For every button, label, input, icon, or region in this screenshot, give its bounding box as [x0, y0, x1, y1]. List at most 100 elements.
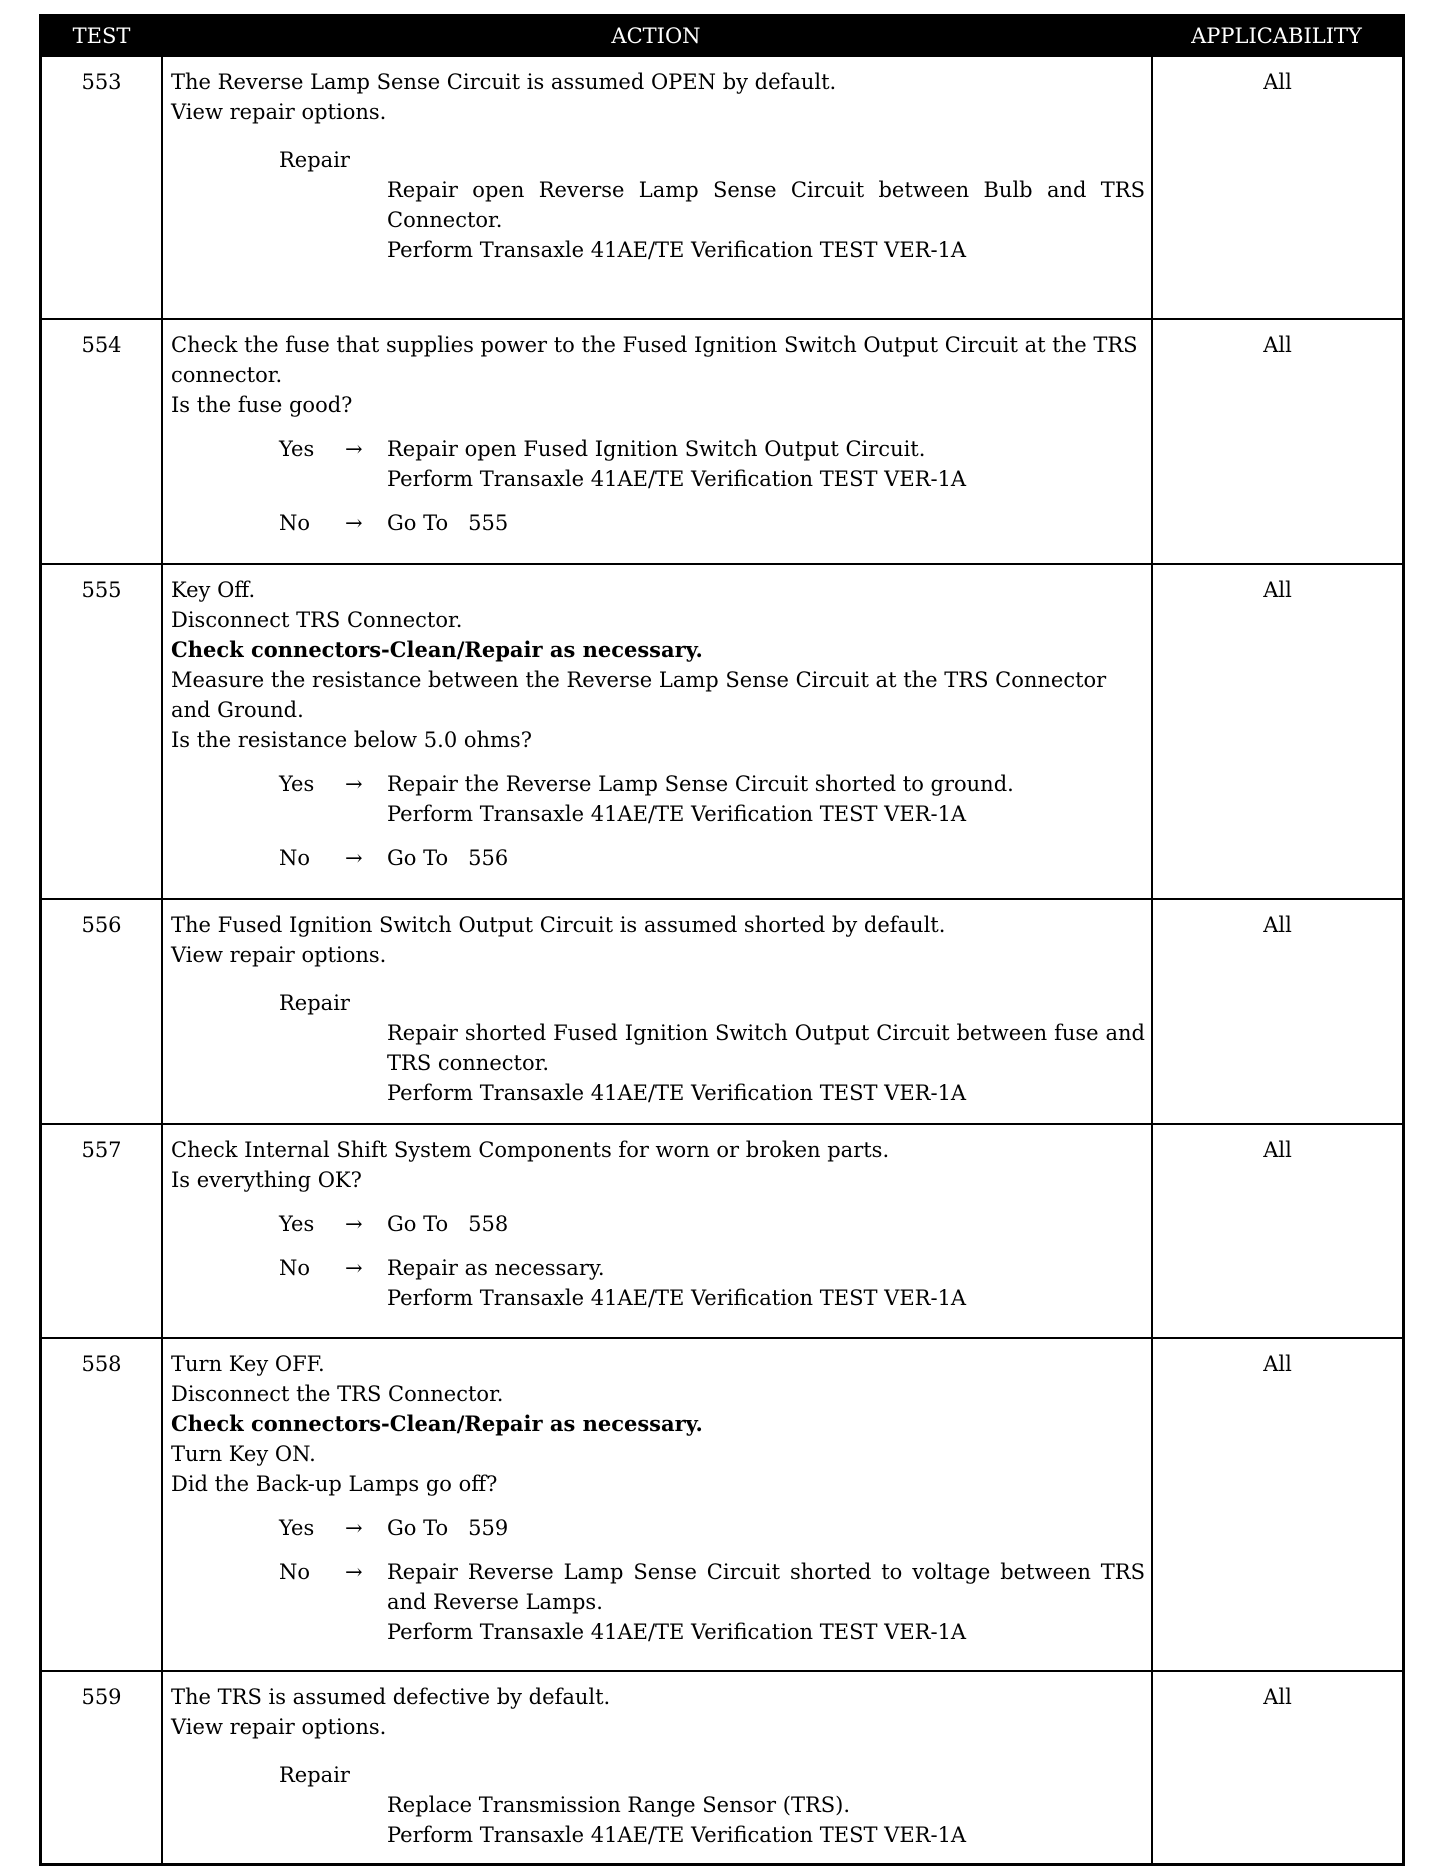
answer-text: Repair as necessary. — [387, 1256, 605, 1280]
action-line: Disconnect TRS Connector. — [171, 608, 463, 632]
answer-option: Yes → Go To 559 — [171, 1513, 1145, 1543]
action-line: The TRS is assumed defective by default. — [171, 1685, 611, 1709]
action-line: View repair options. — [171, 943, 387, 967]
answer-key: Yes → — [279, 769, 387, 829]
arrow-icon: → — [345, 772, 363, 796]
answer-option: Yes → Repair the Reverse Lamp Sense Circui… — [171, 769, 1145, 829]
answer-text: Perform Transaxle 41AE/TE Verification T… — [387, 802, 967, 826]
answer-label: No — [279, 1256, 311, 1280]
table-row: 556 The Fused Ignition Switch Output Circ… — [42, 898, 1402, 1123]
action-cell: The Reverse Lamp Sense Circuit is assume… — [163, 57, 1153, 318]
table-row: 559 The TRS is assumed defective by defau… — [42, 1670, 1402, 1863]
answer-label: No — [279, 1560, 311, 1584]
action-cell: The Fused Ignition Switch Output Circuit… — [163, 900, 1153, 1123]
table-row: 558 Turn Key OFF. Disconnect the TRS Conne… — [42, 1337, 1402, 1670]
action-line: Measure the resistance between the Rever… — [171, 668, 1107, 722]
action-line: Is the fuse good? — [171, 393, 353, 417]
action-line: Check connectors-Clean/Repair as necessa… — [171, 1411, 703, 1436]
applicability: All — [1263, 1352, 1292, 1376]
arrow-icon: → — [345, 437, 363, 461]
answer-option: No → Go To 555 — [171, 508, 1145, 538]
repair-steps: Repair shorted Fused Ignition Switch Out… — [387, 1018, 1145, 1108]
applicability: All — [1263, 1685, 1292, 1709]
test-number: 553 — [42, 57, 163, 318]
answer-option: Yes → Go To 558 — [171, 1209, 1145, 1239]
table-row: 557 Check Internal Shift System Component… — [42, 1123, 1402, 1337]
test-number: 559 — [42, 1672, 163, 1863]
applicability: All — [1263, 1138, 1292, 1162]
test-number: 556 — [42, 900, 163, 1123]
answer-label: No — [279, 511, 311, 535]
action-line: Check the fuse that supplies power to th… — [171, 333, 1138, 387]
test-number: 557 — [42, 1125, 163, 1337]
action-line: Is the resistance below 5.0 ohms? — [171, 728, 532, 752]
action-line: Key Off. — [171, 578, 256, 602]
answer-option: Yes → Repair open Fused Ignition Switch Ou… — [171, 434, 1145, 494]
applicability: All — [1263, 578, 1292, 602]
answer-key: No → — [279, 843, 387, 873]
repair-step: Repair shorted Fused Ignition Switch Out… — [387, 1021, 1145, 1075]
action-cell: Check Internal Shift System Components f… — [163, 1125, 1153, 1337]
table-row: 553 The Reverse Lamp Sense Circuit is ass… — [42, 55, 1402, 318]
repair-steps: Repair open Reverse Lamp Sense Circuit b… — [387, 175, 1145, 265]
answer-result: Repair Reverse Lamp Sense Circuit shorte… — [387, 1557, 1145, 1647]
answer-option: No → Repair Reverse Lamp Sense Circuit sho… — [171, 1557, 1145, 1647]
answer-result: Go To 559 — [387, 1513, 1145, 1543]
action-cell: The TRS is assumed defective by default.… — [163, 1672, 1153, 1863]
action-line: The Reverse Lamp Sense Circuit is assume… — [171, 70, 837, 94]
diagnostic-table: TEST ACTION APPLICABILITY 553 The Reverse… — [39, 14, 1405, 1866]
answer-result: Repair the Reverse Lamp Sense Circuit sh… — [387, 769, 1145, 829]
arrow-icon: → — [345, 1516, 363, 1540]
answer-result: Go To 556 — [387, 843, 1145, 873]
answer-text: Perform Transaxle 41AE/TE Verification T… — [387, 1286, 967, 1310]
answer-key: Yes → — [279, 1513, 387, 1543]
answer-option: No → Repair as necessary. Perform Transaxle… — [171, 1253, 1145, 1313]
action-line: Did the Back-up Lamps go off? — [171, 1472, 498, 1496]
answer-result: Repair as necessary. Perform Transaxle 41… — [387, 1253, 1145, 1313]
repair-step: Perform Transaxle 41AE/TE Verification T… — [387, 1081, 967, 1105]
applicability: All — [1263, 913, 1292, 937]
answer-label: Yes — [279, 1516, 315, 1540]
answer-text: Repair Reverse Lamp Sense Circuit shorte… — [387, 1560, 1152, 1614]
action-line: View repair options. — [171, 1715, 387, 1739]
answer-text: Perform Transaxle 41AE/TE Verification T… — [387, 1620, 967, 1644]
header-test: TEST — [72, 24, 131, 48]
repair-label: Repair — [279, 1763, 350, 1787]
answer-key: Yes → — [279, 1209, 387, 1239]
action-cell: Check the fuse that supplies power to th… — [163, 320, 1153, 563]
table-row: 555 Key Off. Disconnect TRS Connector. Chec… — [42, 563, 1402, 898]
action-line: Disconnect the TRS Connector. — [171, 1382, 504, 1406]
answer-label: Yes — [279, 437, 315, 461]
answer-text: Perform Transaxle 41AE/TE Verification T… — [387, 467, 967, 491]
repair-step: Replace Transmission Range Sensor (TRS). — [387, 1793, 851, 1817]
answer-text: Repair the Reverse Lamp Sense Circuit sh… — [387, 772, 1014, 796]
action-cell: Key Off. Disconnect TRS Connector. Check c… — [163, 565, 1153, 898]
action-line: Turn Key OFF. — [171, 1352, 325, 1376]
action-line: Check Internal Shift System Components f… — [171, 1138, 890, 1162]
answer-label: No — [279, 846, 311, 870]
repair-step: Perform Transaxle 41AE/TE Verification T… — [387, 238, 967, 262]
header-action: ACTION — [611, 24, 701, 48]
arrow-icon: → — [345, 1560, 363, 1584]
action-line: View repair options. — [171, 100, 387, 124]
answer-text: Go To 555 — [387, 511, 509, 535]
repair-label: Repair — [279, 991, 350, 1015]
action-line: Check connectors-Clean/Repair as necessa… — [171, 637, 703, 662]
answer-option: No → Go To 556 — [171, 843, 1145, 873]
answer-key: No → — [279, 508, 387, 538]
answer-text: Go To 556 — [387, 846, 509, 870]
arrow-icon: → — [345, 846, 363, 870]
table-header: TEST ACTION APPLICABILITY — [42, 17, 1402, 55]
answer-key: No → — [279, 1557, 387, 1647]
arrow-icon: → — [345, 1212, 363, 1236]
test-number: 555 — [42, 565, 163, 898]
answer-label: Yes — [279, 772, 315, 796]
answer-label: Yes — [279, 1212, 315, 1236]
repair-step: Repair open Reverse Lamp Sense Circuit b… — [387, 178, 1145, 232]
answer-text: Repair open Fused Ignition Switch Output… — [387, 437, 926, 461]
answer-result: Go To 558 — [387, 1209, 1145, 1239]
answer-result: Go To 555 — [387, 508, 1145, 538]
action-cell: Turn Key OFF. Disconnect the TRS Connecto… — [163, 1339, 1153, 1670]
answer-text: Go To 558 — [387, 1212, 509, 1236]
answer-key: Yes → — [279, 434, 387, 494]
